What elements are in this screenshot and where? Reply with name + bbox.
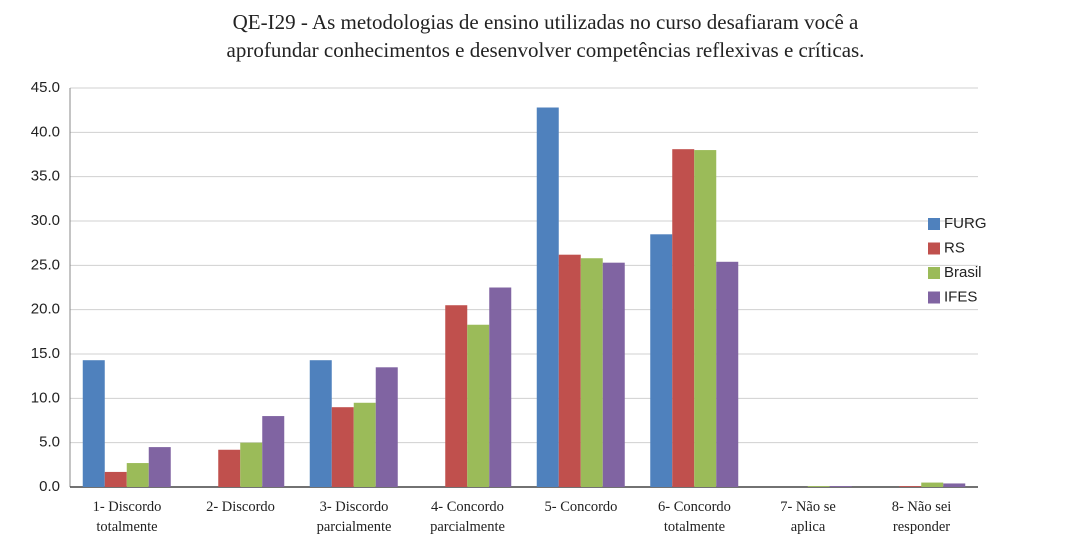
bar: [921, 482, 944, 487]
bar: [672, 149, 695, 487]
y-tick-label: 20.0: [31, 301, 60, 318]
bar: [716, 261, 739, 487]
bar: [148, 447, 171, 487]
bar: [694, 150, 717, 488]
legend-swatch: [928, 242, 940, 255]
legend-label: Brasil: [944, 264, 982, 281]
bar: [353, 402, 376, 487]
y-tick-label: 30.0: [31, 212, 60, 229]
y-tick-label: 5.0: [39, 434, 60, 451]
x-tick-label: 5- Concordo: [544, 499, 618, 515]
legend-label: FURG: [944, 215, 987, 232]
bar: [807, 486, 830, 487]
x-tick-label: 7- Não se aplica: [780, 499, 836, 535]
bar: [309, 360, 332, 487]
x-tick-label: 8- Não sei responder: [891, 499, 952, 535]
y-tick-label: 15.0: [31, 345, 60, 362]
y-tick-label: 25.0: [31, 256, 60, 273]
bar: [602, 262, 625, 487]
x-tick-label: 4- Concordo parcialmente: [430, 499, 505, 535]
bar: [240, 442, 263, 487]
bar: [489, 287, 512, 487]
bar: [558, 254, 581, 487]
bar: [467, 324, 490, 487]
bar: [899, 486, 922, 487]
chart-title: QE-I29 - As metodologias de ensino utili…: [226, 10, 865, 62]
bar: [82, 360, 105, 487]
bar: [375, 367, 398, 487]
bar: [445, 305, 468, 487]
legend-swatch: [928, 267, 940, 279]
legend-swatch: [928, 218, 940, 230]
legend-label: RS: [944, 239, 965, 256]
bar: [262, 416, 285, 487]
bar: [650, 234, 673, 487]
legend-label: IFES: [944, 288, 977, 305]
y-tick-label: 35.0: [31, 168, 60, 185]
legend-swatch: [928, 291, 940, 304]
y-tick-label: 40.0: [31, 123, 60, 140]
y-tick-label: 0.0: [39, 478, 60, 495]
bar: [126, 463, 149, 487]
bar: [331, 407, 354, 487]
bar: [829, 486, 852, 487]
x-tick-label: 3- Discordo parcialmente: [316, 499, 392, 535]
bar: [104, 471, 127, 487]
bar: [943, 483, 966, 487]
bar: [580, 258, 603, 487]
y-tick-label: 45.0: [31, 79, 60, 96]
x-tick-label: 2- Discordo: [206, 499, 275, 515]
x-tick-label: 1- Discordo totalmente: [92, 499, 162, 535]
bar: [218, 449, 241, 487]
bar: [536, 107, 559, 488]
y-tick-label: 10.0: [31, 389, 60, 406]
x-tick-label: 6- Concordo totalmente: [658, 499, 731, 535]
